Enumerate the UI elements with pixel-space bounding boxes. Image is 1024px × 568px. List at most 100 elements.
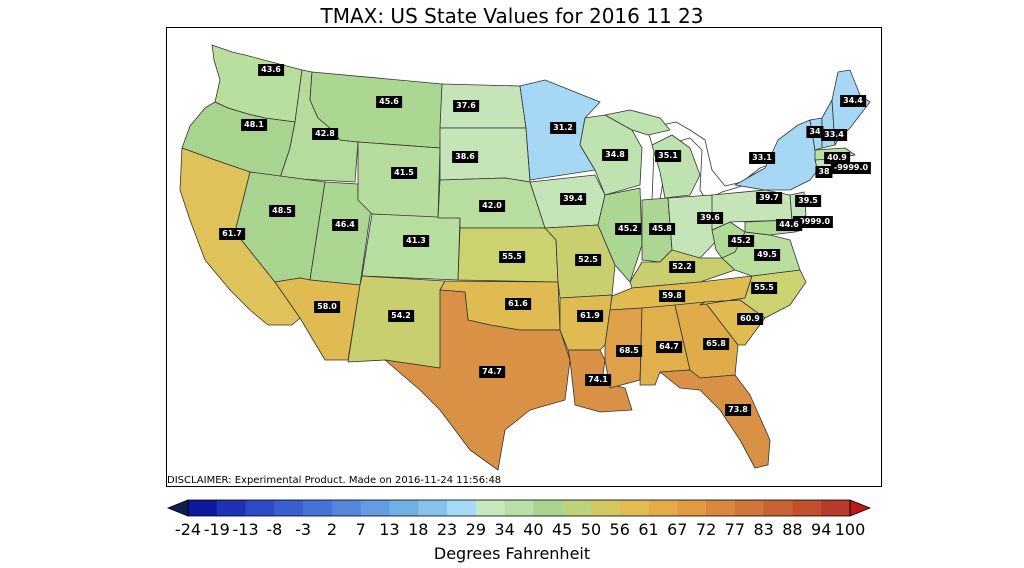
state-value-oh: 39.6 (697, 212, 723, 224)
state-value-ri: -9999.0 (830, 162, 872, 174)
colorbar-segment (504, 500, 534, 516)
colorbar-over-arrow (849, 499, 872, 517)
colorbar-segment (389, 500, 419, 516)
state-mi-up (604, 109, 671, 136)
colorbar-segment (188, 500, 218, 516)
state-value-az: 58.0 (314, 301, 340, 313)
colorbar-segment (475, 500, 506, 516)
colorbar-tick-label: -8 (266, 520, 283, 539)
colorbar-tick-label: 13 (379, 520, 400, 539)
state-value-vt: 34 (806, 126, 824, 138)
colorbar-tick-label: 7 (355, 520, 366, 539)
state-value-ut: 46.4 (332, 219, 358, 231)
colorbar-tick-label: 100 (834, 520, 866, 539)
colorbar-segment (706, 500, 736, 516)
state-value-ma: 40.9 (824, 152, 850, 164)
colorbar-tick-label: 77 (724, 520, 746, 539)
colorbar-segment (792, 500, 822, 516)
colorbar-segment (533, 500, 563, 516)
colorbar-segment (447, 500, 477, 516)
state-value-va: 49.5 (754, 249, 780, 261)
state-az (274, 277, 361, 361)
colorbar-segment (821, 500, 851, 516)
colorbar-segment (590, 500, 621, 516)
state-value-ms: 68.5 (616, 345, 642, 357)
state-value-id: 42.8 (312, 128, 338, 140)
state-value-nm: 54.2 (388, 310, 414, 322)
state-value-mt: 45.6 (376, 96, 402, 108)
state-nc (699, 269, 807, 319)
state-value-tn: 59.8 (659, 290, 685, 302)
state-value-pa: 39.7 (756, 192, 782, 204)
state-value-nd: 37.6 (453, 100, 479, 112)
state-value-il: 45.2 (615, 223, 641, 235)
colorbar-tick-label: 40 (523, 520, 544, 539)
colorbar-tick-label: 56 (609, 520, 630, 539)
colorbar-segment (418, 500, 448, 516)
state-value-ia: 39.4 (560, 193, 586, 205)
map-title: TMAX: US State Values for 2016 11 23 (320, 4, 704, 28)
colorbar-tick-label: -3 (295, 520, 312, 539)
colorbar-segment (360, 500, 390, 516)
colorbar-label: Degrees Fahrenheit (433, 544, 591, 563)
state-value-ga: 65.8 (703, 338, 729, 350)
state-value-ny: 33.1 (749, 152, 775, 164)
colorbar-segment (677, 500, 707, 516)
state-me (831, 69, 871, 146)
state-value-mo: 52.5 (575, 254, 601, 266)
state-value-fl: 73.8 (725, 404, 751, 416)
state-value-or: 48.1 (241, 119, 267, 131)
state-value-nc: 55.5 (751, 282, 777, 294)
state-value-co: 41.3 (403, 235, 429, 247)
colorbar-under-arrow (166, 499, 189, 517)
state-value-ne: 42.0 (479, 200, 505, 212)
colorbar-tick-label: 72 (695, 520, 717, 539)
state-value-ky: 52.2 (669, 261, 695, 273)
state-value-nh: 33.4 (821, 129, 847, 141)
colorbar-segment (648, 500, 678, 516)
state-value-wy: 41.5 (391, 167, 417, 179)
state-value-de: -9999.0 (792, 216, 834, 228)
colorbar-tick-label: 45 (551, 520, 573, 539)
state-value-wi: 34.8 (602, 149, 628, 161)
state-fl (659, 369, 771, 469)
colorbar-tick-label: 83 (753, 520, 774, 539)
colorbar-tick-label: -19 (203, 520, 230, 539)
state-value-sd: 38.6 (452, 151, 478, 163)
colorbar-segment (734, 500, 765, 516)
state-value-in: 45.8 (649, 223, 675, 235)
state-value-mi: 35.1 (655, 150, 681, 162)
state-value-al: 64.7 (656, 341, 682, 353)
state-ar (559, 294, 613, 351)
state-value-wv: 45.2 (728, 235, 754, 247)
colorbar-segment (303, 500, 333, 516)
colorbar-tick-label: 2 (326, 520, 337, 539)
colorbar-tick-label: -13 (232, 520, 259, 539)
state-value-ca: 61.7 (219, 228, 245, 240)
colorbar-segment (562, 500, 592, 516)
colorbar-tick-label: 29 (465, 520, 486, 539)
colorbar-tick-label: 34 (494, 520, 515, 539)
state-value-ct: 38 (815, 166, 833, 178)
colorbar-segment (763, 500, 793, 516)
colorbar-tick-label: 50 (580, 520, 602, 539)
colorbar-segment (619, 500, 650, 516)
colorbar-tick-label: 61 (638, 520, 659, 539)
colorbar-tick-label: 23 (436, 520, 458, 539)
colorbar-tick-label: -24 (174, 520, 202, 539)
colorbar-tick-label: 67 (667, 520, 688, 539)
state-value-md: 44.6 (776, 219, 802, 231)
disclaimer-text: DISCLAIMER: Experimental Product. Made o… (167, 475, 502, 486)
state-value-nj: 39.5 (795, 195, 821, 207)
state-value-nv: 48.5 (269, 205, 295, 217)
colorbar-segment (245, 500, 275, 516)
colorbar-tick-label: 18 (408, 520, 429, 539)
state-tx (384, 289, 571, 471)
state-value-ar: 61.9 (577, 310, 603, 322)
colorbar-segment (274, 500, 304, 516)
colorbar-tick-label: 94 (811, 520, 832, 539)
colorbar-segment (216, 500, 247, 516)
state-value-tx: 74.7 (479, 366, 505, 378)
state-value-wa: 43.6 (258, 64, 284, 76)
